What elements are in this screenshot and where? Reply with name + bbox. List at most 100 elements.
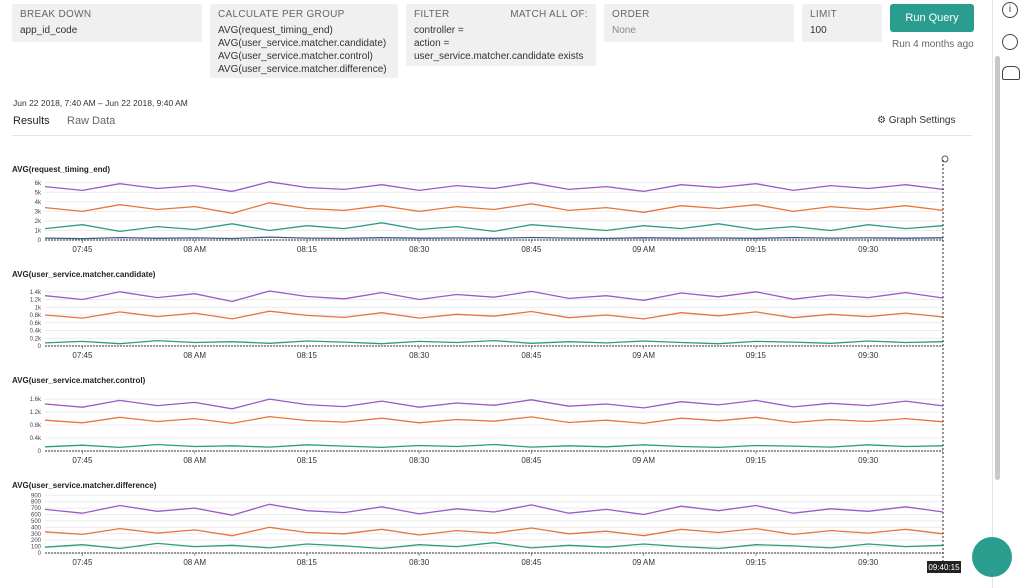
x-tick-label: 09 AM	[632, 351, 655, 360]
calculate-box[interactable]: CALCULATE PER GROUP AVG(request_timing_e…	[210, 4, 398, 78]
calc-item: AVG(user_service.matcher.candidate)	[218, 38, 387, 49]
y-tick-label: 300	[31, 532, 42, 538]
x-tick-label: 09 AM	[632, 456, 655, 465]
y-tick-label: 6k	[35, 181, 42, 187]
x-tick-label: 08:30	[409, 558, 430, 567]
chat-button[interactable]	[972, 537, 1012, 577]
x-tick-label: 07:45	[72, 351, 93, 360]
x-tick-label: 08:15	[297, 245, 318, 254]
y-tick-label: 2k	[35, 219, 42, 225]
filter-item: action =	[414, 38, 450, 49]
graph-settings-label: Graph Settings	[888, 115, 956, 126]
y-tick-label: 0	[38, 449, 42, 455]
run-query-button[interactable]: Run Query	[890, 4, 974, 32]
series-line	[44, 181, 944, 193]
filter-box[interactable]: FILTER MATCH ALL OF: controller = action …	[406, 4, 596, 66]
series-line	[44, 503, 944, 516]
series-line	[44, 222, 944, 233]
filter-title: FILTER	[414, 9, 450, 20]
calculate-label: CALCULATE PER GROUP	[218, 9, 345, 20]
x-tick-label: 07:45	[72, 558, 93, 567]
series-line	[44, 443, 944, 449]
info-icon[interactable]: i	[1002, 2, 1018, 18]
x-tick-label: 09:30	[858, 558, 879, 567]
breakdown-label: BREAK DOWN	[20, 9, 92, 20]
chart-title: AVG(user_service.matcher.difference)	[12, 481, 157, 490]
y-tick-label: 0	[38, 344, 42, 350]
y-tick-label: 600	[31, 513, 42, 519]
x-tick-label: 09 AM	[632, 558, 655, 567]
series-line	[44, 398, 944, 410]
divider	[12, 135, 972, 136]
y-tick-label: 0.6k	[30, 321, 42, 327]
x-tick-label: 08 AM	[183, 456, 206, 465]
y-tick-label: 1.2k	[30, 298, 42, 304]
breakdown-box[interactable]: BREAK DOWN app_id_code	[12, 4, 202, 42]
x-tick-label: 08:45	[521, 456, 542, 465]
y-tick-label: 200	[31, 538, 42, 544]
y-tick-label: 1k	[35, 305, 42, 311]
series-line	[44, 310, 944, 320]
chart-title: AVG(user_service.matcher.candidate)	[12, 270, 156, 279]
x-tick-label: 08:15	[297, 456, 318, 465]
x-tick-label: 08 AM	[183, 245, 206, 254]
limit-label: LIMIT	[810, 9, 838, 20]
x-tick-label: 08:30	[409, 351, 430, 360]
cursor-tag	[927, 561, 961, 573]
sidebar: i	[992, 0, 1024, 588]
chart-title: AVG(request_timing_end)	[12, 165, 110, 174]
order-box[interactable]: ORDER None	[604, 4, 794, 42]
y-tick-label: 5k	[35, 190, 42, 196]
tab[interactable]: Results	[13, 115, 50, 127]
series-line	[44, 236, 944, 240]
x-tick-label: 09:30	[858, 245, 879, 254]
limit-box[interactable]: LIMIT 100	[802, 4, 882, 42]
x-tick-label: 09:30	[858, 351, 879, 360]
y-tick-label: 0.4k	[30, 436, 42, 442]
date-range: Jun 22 2018, 7:40 AM – Jun 22 2018, 9:40…	[13, 98, 188, 108]
y-tick-label: 0.4k	[30, 329, 42, 335]
calc-item: AVG(user_service.matcher.control)	[218, 51, 373, 62]
y-tick-label: 0.8k	[30, 313, 42, 319]
x-tick-label: 08:45	[521, 351, 542, 360]
x-tick-label: 09:15	[746, 558, 767, 567]
filter-item: user_service.matcher.candidate exists	[414, 51, 584, 62]
calc-item: AVG(request_timing_end)	[218, 25, 333, 36]
y-tick-label: 100	[31, 545, 42, 551]
order-value: None	[612, 25, 636, 36]
team-icon[interactable]	[1002, 66, 1020, 80]
y-tick-label: 0.2k	[30, 336, 42, 342]
y-tick-label: 3k	[35, 209, 42, 215]
history-icon[interactable]	[1002, 34, 1018, 50]
x-tick-label: 07:45	[72, 456, 93, 465]
y-tick-label: 4k	[35, 200, 42, 206]
y-tick-label: 1k	[35, 228, 42, 234]
x-tick-label: 08 AM	[183, 351, 206, 360]
series-line	[44, 290, 944, 303]
run-time: Run 4 months ago	[892, 39, 974, 50]
x-tick-label: 08:30	[409, 456, 430, 465]
limit-value: 100	[810, 25, 827, 36]
y-tick-label: 700	[31, 506, 42, 512]
x-tick-label: 09:15	[746, 456, 767, 465]
filter-label: FILTER MATCH ALL OF:	[414, 9, 588, 20]
x-tick-label: 09:15	[746, 351, 767, 360]
series-line	[44, 542, 944, 550]
graph-settings[interactable]: ⚙ Graph Settings	[877, 115, 956, 126]
scrollbar	[995, 56, 1000, 480]
breakdown-value: app_id_code	[20, 25, 78, 36]
tab[interactable]: Raw Data	[67, 115, 116, 127]
series-line	[44, 526, 944, 537]
y-tick-label: 800	[31, 500, 42, 506]
filter-match: MATCH ALL OF:	[510, 9, 588, 20]
x-tick-label: 09:15	[746, 245, 767, 254]
x-tick-label: 08 AM	[183, 558, 206, 567]
x-tick-label: 08:45	[521, 245, 542, 254]
y-tick-label: 0.8k	[30, 423, 42, 429]
cursor-time: 09:40:15	[928, 563, 960, 572]
y-tick-label: 400	[31, 525, 42, 531]
series-line	[44, 202, 944, 214]
x-tick-label: 08:15	[297, 351, 318, 360]
x-tick-label: 09:30	[858, 456, 879, 465]
